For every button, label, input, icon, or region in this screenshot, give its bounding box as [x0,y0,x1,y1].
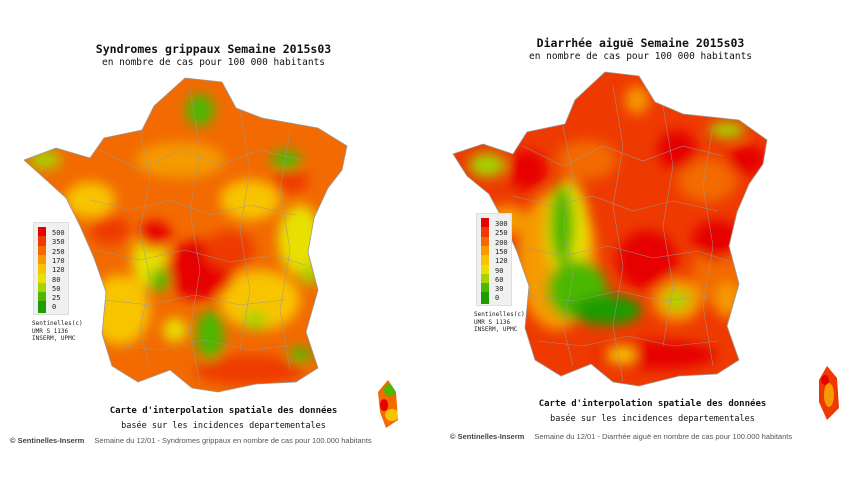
influenza-legend-item: 25 [38,292,61,305]
diarrhea-france-map [452,71,839,420]
diarrhea-map-title: Diarrhée aiguë Semaine 2015s03 [536,36,745,50]
influenza-legend-item: 80 [38,273,61,286]
legend-label: 250 [52,247,65,256]
diarrhea-credits: Sentinelles(c) UMR S 1136 INSERM, UPMC [474,311,525,334]
copyright: © Sentinelles-Inserm [450,432,525,441]
influenza-legend-item: 50 [38,282,61,295]
legend-swatch [38,292,46,305]
legend-swatch [481,264,489,277]
influenza-caption-line2: basée sur les incidences departementales [121,421,326,431]
influenza-panel: Syndromes grippaux Semaine 2015s03 en no… [10,42,398,445]
legend-label: 25 [52,294,61,303]
diarrhea-legend-item: 90 [481,264,504,277]
influenza-footer: © Sentinelles-Inserm Semaine du 12/01 - … [10,436,372,445]
credit-line: INSERM, UPMC [32,335,76,342]
credit-line: Sentinelles(c) [32,320,83,327]
legend-label: 350 [52,238,65,247]
legend-swatch [481,255,489,268]
legend-swatch [481,236,489,249]
diarrhea-legend-item: 120 [481,255,508,268]
influenza-legend-item: 500 [38,227,65,239]
diarrhea-legend-item: 200 [481,236,508,249]
legend-label: 60 [495,275,504,284]
footer-description: Semaine du 12/01 - Diarrhée aiguë en nom… [534,432,793,441]
legend-swatch [38,227,46,239]
corsica-influenza [378,380,398,428]
influenza-legend-item: 120 [38,264,65,277]
legend-swatch [38,254,46,267]
influenza-map-subtitle: en nombre de cas pour 100 000 habitants [101,57,326,68]
legend-label: 90 [495,266,504,275]
legend-swatch [38,245,46,258]
legend-label: 120 [52,266,65,275]
diarrhea-legend-item: 60 [481,273,504,286]
legend-label: 250 [495,229,508,238]
diarrhea-legend-item: 300 [481,218,508,230]
corsica-diarrhea [819,366,839,420]
credit-line: UMR S 1136 [32,327,69,335]
legend-label: 170 [52,256,65,265]
diarrhea-panel: Diarrhée aiguë Semaine 2015s03 en nombre… [427,0,854,500]
copyright: © Sentinelles-Inserm [10,436,85,445]
influenza-france-map [23,77,398,428]
legend-swatch [481,227,489,240]
diarrhea-footer: © Sentinelles-Inserm Semaine du 12/01 - … [450,432,792,441]
legend-swatch [38,236,46,249]
legend-swatch [38,282,46,295]
legend-label: 500 [52,229,65,237]
influenza-legend: 500 350 250 170 120 80 50 25 0 [33,222,69,315]
legend-label: 30 [495,285,504,294]
credit-line: Sentinelles(c) [474,311,525,318]
influenza-caption-line1: Carte d'interpolation spatiale des donné… [109,406,338,416]
legend-label: 0 [495,294,500,303]
legend-label: 80 [52,275,61,284]
diarrhea-legend-item: 0 [481,292,500,305]
diarrhea-legend: 300 250 200 150 120 90 60 30 0 [476,213,512,306]
legend-label: 300 [495,220,508,228]
legend-swatch [481,273,489,286]
influenza-legend-item: 170 [38,254,65,267]
legend-swatch [38,301,46,314]
diarrhea-caption-line1: Carte d'interpolation spatiale des donné… [538,399,767,409]
legend-swatch [481,292,489,305]
legend-swatch [38,273,46,286]
diarrhea-caption-line2: basée sur les incidences departementales [550,414,755,424]
influenza-legend-item: 0 [38,301,57,314]
influenza-legend-item: 350 [38,236,65,249]
footer-description: Semaine du 12/01 - Syndromes grippaux en… [94,436,372,445]
diarrhea-legend-item: 250 [481,227,508,240]
legend-label: 120 [495,257,508,266]
influenza-credits: Sentinelles(c) UMR S 1136 INSERM, UPMC [32,320,83,343]
diarrhea-legend-item: 150 [481,245,508,258]
influenza-map-title: Syndromes grippaux Semaine 2015s03 [95,42,332,56]
legend-swatch [481,218,489,230]
legend-label: 200 [495,238,508,247]
influenza-legend-item: 250 [38,245,65,258]
legend-swatch [481,283,489,296]
legend-swatch [38,264,46,277]
diarrhea-legend-item: 30 [481,283,504,296]
legend-label: 0 [52,303,57,312]
legend-label: 150 [495,247,508,256]
credit-line: INSERM, UPMC [474,326,518,333]
credit-line: UMR S 1136 [474,318,511,326]
legend-swatch [481,245,489,258]
legend-label: 50 [52,284,61,293]
diarrhea-map-subtitle: en nombre de cas pour 100 000 habitants [528,51,753,62]
